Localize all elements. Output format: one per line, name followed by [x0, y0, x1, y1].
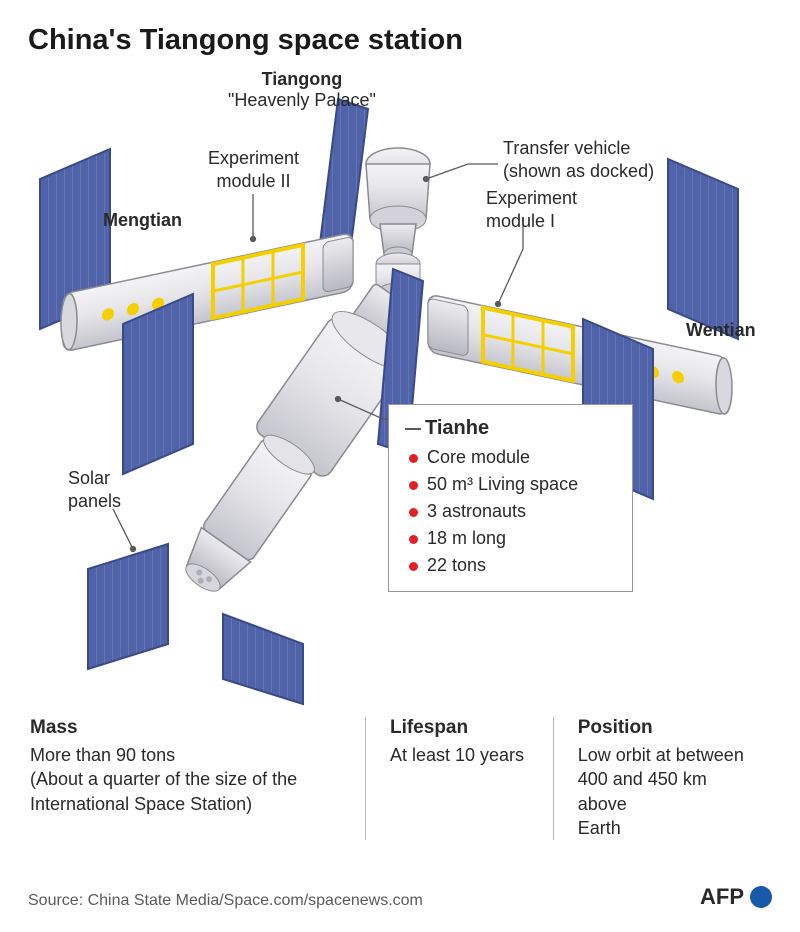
info-box-list: Core module 50 m³ Living space 3 astrona…: [405, 444, 616, 579]
station-name-block: Tiangong "Heavenly Palace": [228, 69, 376, 111]
tianhe-info-box: Tianhe Core module 50 m³ Living space 3 …: [388, 404, 633, 592]
info-item: Core module: [405, 444, 616, 471]
label-experiment-2: Experiment module II: [208, 147, 299, 192]
afp-logo: AFP: [700, 884, 772, 910]
stat-position: Position Low orbit at between 400 and 45…: [553, 717, 770, 840]
stat-value: Low orbit at between 400 and 450 km abov…: [578, 743, 746, 840]
info-box-title: Tianhe: [425, 417, 489, 440]
stat-mass: Mass More than 90 tons (About a quarter …: [30, 717, 365, 840]
source-text: Source: China State Media/Space.com/spac…: [28, 892, 423, 910]
info-item: 22 tons: [405, 552, 616, 579]
transfer-vehicle: [366, 148, 430, 261]
footer: Source: China State Media/Space.com/spac…: [28, 884, 772, 910]
stat-title: Position: [578, 717, 746, 739]
stat-value: At least 10 years: [390, 743, 529, 767]
info-item: 18 m long: [405, 525, 616, 552]
label-solar-panels: Solar panels: [68, 467, 121, 512]
station-illustration: [28, 69, 772, 709]
stat-title: Lifespan: [390, 717, 529, 739]
diagram: Tiangong "Heavenly Palace" Transfer vehi…: [28, 69, 772, 709]
stat-title: Mass: [30, 717, 341, 739]
afp-logo-dot: [750, 886, 772, 908]
label-mengtian: Mengtian: [103, 209, 182, 232]
station-name: Tiangong: [228, 69, 376, 90]
info-item: 3 astronauts: [405, 498, 616, 525]
stat-lifespan: Lifespan At least 10 years: [365, 717, 553, 840]
afp-logo-text: AFP: [700, 884, 744, 910]
stats-row: Mass More than 90 tons (About a quarter …: [28, 717, 772, 840]
label-transfer-vehicle: Transfer vehicle (shown as docked): [503, 137, 654, 182]
station-translation: "Heavenly Palace": [228, 90, 376, 111]
page-title: China's Tiangong space station: [28, 24, 772, 57]
info-item: 50 m³ Living space: [405, 471, 616, 498]
stat-value: More than 90 tons (About a quarter of th…: [30, 743, 341, 816]
label-wentian: Wentian: [686, 319, 756, 342]
label-experiment-1: Experiment module I: [486, 187, 577, 232]
